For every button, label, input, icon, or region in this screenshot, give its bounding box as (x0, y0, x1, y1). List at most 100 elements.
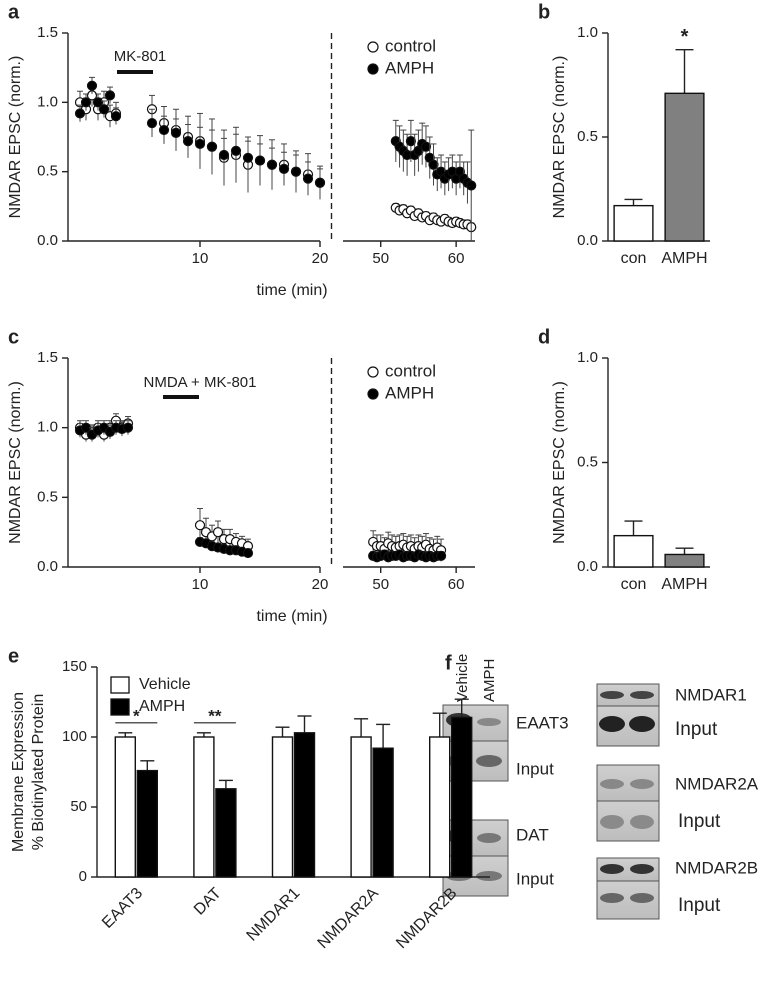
data-point (278, 163, 290, 174)
x-tick-label: con (621, 576, 647, 593)
data-point (92, 97, 104, 108)
y-tick-label: 1.5 (37, 349, 58, 366)
data-point (212, 527, 224, 538)
x-tick-label: AMPH (661, 576, 707, 593)
x-tick-label: 50 (372, 576, 389, 593)
legend-label: AMPH (139, 698, 185, 715)
x-axis-label: time (min) (256, 608, 327, 625)
data-point (254, 155, 266, 166)
bar (271, 736, 294, 878)
legend-swatch (110, 676, 130, 694)
legend-label: control (385, 36, 436, 55)
x-tick-label: NMDAR2A (315, 885, 383, 953)
data-point (420, 141, 432, 152)
data-point (86, 80, 98, 91)
bar (451, 716, 473, 878)
legend-label: Vehicle (139, 676, 191, 693)
blot-label: NMDAR1 (675, 685, 747, 704)
blot-label: DAT (516, 825, 549, 844)
blot (596, 857, 660, 920)
x-tick-label: NMDAR2B (393, 885, 460, 952)
legend-marker (367, 366, 379, 378)
y-tick-label: 1.0 (37, 419, 58, 436)
y-tick-label: 0.0 (37, 558, 58, 575)
y-tick-label: 0.5 (37, 163, 58, 180)
x-tick-label: 60 (448, 250, 465, 267)
blot-label: NMDAR2B (675, 858, 758, 877)
blot-label: Input (678, 811, 721, 832)
y-tick-label: 0 (79, 868, 87, 885)
bar (613, 204, 654, 242)
x-tick-label: DAT (191, 885, 225, 919)
data-point (194, 520, 206, 531)
y-tick-label: 0.5 (577, 453, 598, 470)
blot (596, 764, 660, 842)
x-tick-label: 10 (192, 250, 209, 267)
legend-marker (367, 63, 379, 75)
data-point (170, 127, 182, 138)
data-point (230, 145, 242, 156)
legend-marker (367, 388, 379, 400)
data-point (146, 118, 158, 129)
x-axis-label: time (min) (256, 282, 327, 299)
blot-label: EAAT3 (516, 713, 569, 732)
panel-label: c (8, 326, 19, 348)
panel-label: b (538, 1, 550, 23)
y-axis-label: Membrane Expression (10, 692, 27, 852)
legend-swatch (110, 698, 130, 716)
annotation-bar (117, 70, 153, 74)
legend-label: AMPH (385, 383, 434, 402)
legend-label: AMPH (385, 58, 434, 77)
bar (372, 747, 394, 878)
x-tick-label: 10 (192, 576, 209, 593)
bar (429, 736, 451, 878)
data-point (290, 166, 302, 177)
y-tick-label: 0.0 (577, 232, 598, 249)
y-tick-label: 100 (62, 728, 87, 745)
lane-label: Vehicle (454, 654, 471, 702)
data-point (314, 177, 326, 188)
data-point (242, 152, 254, 163)
x-tick-label: NMDAR1 (244, 885, 304, 945)
bar (215, 788, 237, 878)
x-tick-label: 60 (448, 576, 465, 593)
data-point (194, 138, 206, 150)
significance: * (133, 706, 140, 725)
data-point (158, 124, 170, 136)
legend-marker (367, 41, 379, 53)
data-point (182, 136, 194, 147)
x-tick-label: EAAT3 (99, 885, 146, 932)
data-point (428, 159, 439, 170)
y-tick-label: 0.0 (37, 232, 58, 249)
data-point (110, 111, 122, 122)
panel-f: f Vehicle AMPH EAAT3 Input DAT Input NMD… (442, 652, 759, 920)
legend-label: control (385, 361, 436, 380)
y-tick-label: 1.0 (577, 24, 598, 41)
x-tick-label: 20 (312, 250, 329, 267)
bar (193, 736, 215, 878)
bar (613, 534, 654, 568)
y-tick-label: 150 (62, 658, 87, 675)
data-point (80, 97, 92, 108)
y-tick-label: 1.5 (37, 24, 58, 41)
data-point (302, 173, 314, 184)
y-axis-label: NMDAR EPSC (norm.) (7, 381, 24, 544)
bar (114, 736, 137, 878)
data-point (98, 104, 110, 115)
y-tick-label: 50 (70, 798, 87, 815)
lane-label: AMPH (481, 659, 498, 702)
data-point (74, 108, 86, 119)
bar (136, 769, 159, 878)
data-point (104, 90, 116, 101)
data-point (466, 180, 477, 191)
annotation-bar (163, 395, 199, 399)
significance: ** (208, 706, 222, 725)
data-point (435, 550, 447, 561)
bar (664, 553, 705, 568)
data-point (242, 547, 254, 559)
x-tick-label: 20 (312, 576, 329, 593)
data-point (206, 141, 218, 152)
panel-label: a (8, 1, 20, 23)
y-tick-label: 0.5 (37, 488, 58, 505)
